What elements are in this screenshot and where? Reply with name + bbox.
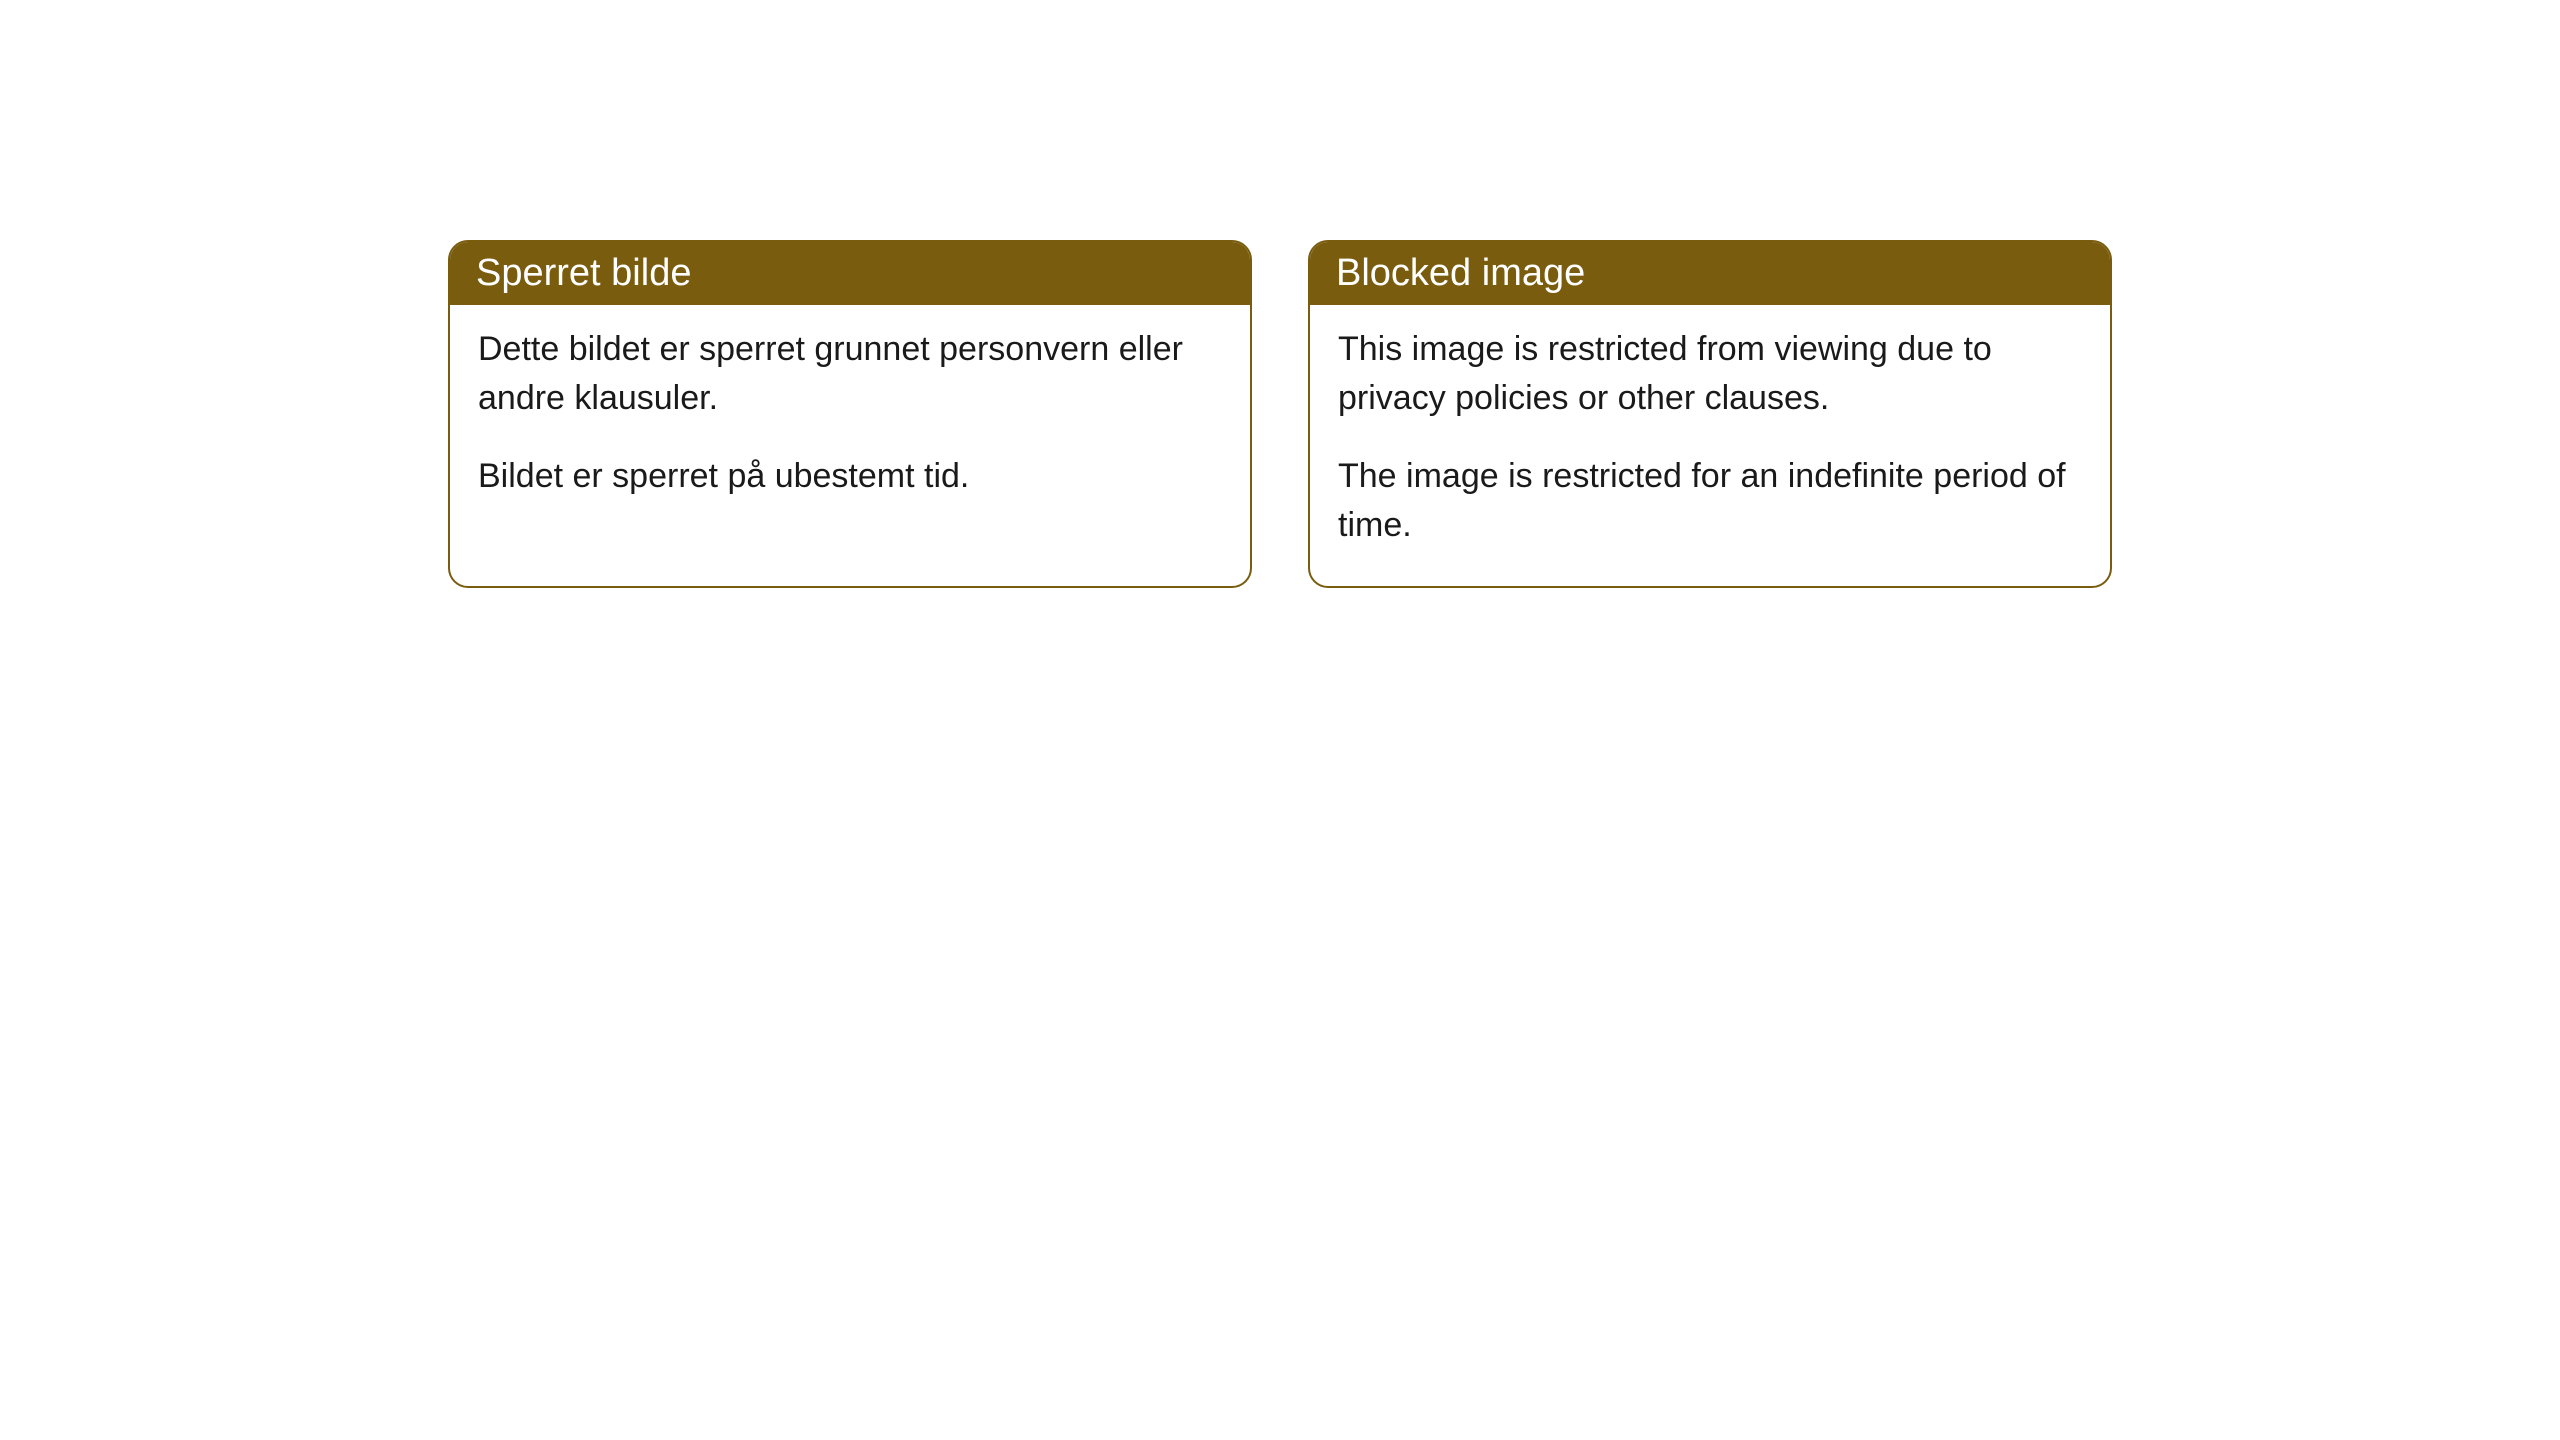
notice-paragraph: The image is restricted for an indefinit…	[1338, 452, 2082, 551]
notice-title: Blocked image	[1336, 252, 1585, 294]
notice-body: This image is restricted from viewing du…	[1310, 305, 2110, 586]
notice-title: Sperret bilde	[476, 252, 691, 294]
notice-body: Dette bildet er sperret grunnet personve…	[450, 305, 1250, 537]
notice-paragraph: Bildet er sperret på ubestemt tid.	[478, 452, 1222, 501]
notice-paragraph: This image is restricted from viewing du…	[1338, 325, 2082, 424]
notice-header: Blocked image	[1310, 242, 2110, 305]
notice-card-norwegian: Sperret bilde Dette bildet er sperret gr…	[448, 240, 1252, 588]
notice-card-english: Blocked image This image is restricted f…	[1308, 240, 2112, 588]
notice-paragraph: Dette bildet er sperret grunnet personve…	[478, 325, 1222, 424]
notice-header: Sperret bilde	[450, 242, 1250, 305]
notice-container: Sperret bilde Dette bildet er sperret gr…	[448, 240, 2112, 588]
